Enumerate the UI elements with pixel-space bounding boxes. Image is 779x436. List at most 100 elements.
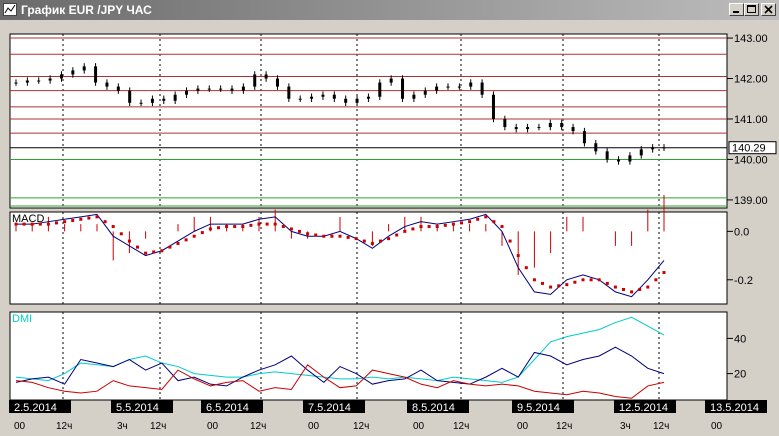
- time-label: 00: [207, 421, 219, 432]
- macd-signal-point: [484, 215, 488, 219]
- candle-body: [71, 70, 75, 75]
- macd-signal-point: [298, 229, 301, 233]
- candle-body: [128, 90, 132, 103]
- macd-signal-point: [184, 238, 188, 242]
- macd-signal-point: [354, 237, 358, 241]
- minimize-button[interactable]: [729, 3, 744, 16]
- macd-signal-point: [362, 239, 366, 243]
- candle-body: [435, 86, 439, 91]
- macd-signal-point: [597, 278, 601, 282]
- dmi-plus-line: [15, 346, 665, 387]
- macd-signal-point: [273, 222, 277, 226]
- maximize-icon: [747, 5, 756, 13]
- macd-signal-point: [492, 220, 496, 224]
- date-label-bg: [111, 400, 173, 413]
- macd-signal-point: [160, 249, 164, 253]
- candle-body: [37, 80, 41, 82]
- macd-signal-point: [605, 281, 609, 285]
- macd-signal-point: [176, 241, 180, 245]
- candle-body: [344, 98, 348, 103]
- macd-signal-point: [168, 245, 172, 249]
- macd-signal-point: [581, 278, 585, 282]
- macd-signal-point: [192, 234, 196, 238]
- macd-signal-point: [387, 237, 391, 241]
- macd-signal-point: [200, 231, 204, 235]
- time-label: 00: [711, 421, 723, 432]
- macd-signal-point: [338, 234, 342, 238]
- chart-icon: [3, 3, 17, 16]
- time-label: 12ч: [353, 421, 369, 432]
- macd-signal-point: [241, 225, 245, 229]
- macd-signal-point: [427, 225, 431, 229]
- date-label: 6.5.2014: [206, 402, 249, 414]
- candle-body: [605, 151, 609, 160]
- candle-body: [196, 88, 200, 91]
- candle-body: [423, 90, 427, 95]
- candle-body: [480, 82, 484, 95]
- macd-signal-point: [476, 217, 480, 221]
- candle-body: [219, 88, 223, 90]
- macd-signal-point: [622, 287, 625, 291]
- candle-body: [59, 74, 63, 79]
- macd-signal-point: [638, 287, 642, 291]
- candle-body: [139, 102, 143, 104]
- macd-signal-point: [403, 229, 407, 233]
- candle-body: [25, 80, 29, 83]
- macd-line: [16, 213, 665, 298]
- candle-body: [401, 78, 405, 99]
- candle-body: [116, 86, 120, 91]
- date-label: 5.5.2014: [116, 402, 159, 414]
- macd-signal-point: [395, 233, 399, 237]
- candle-body: [355, 98, 359, 103]
- macd-signal-point: [136, 245, 139, 249]
- title-bar[interactable]: График EUR /JPY ЧАС: [0, 0, 779, 20]
- time-label: 12ч: [556, 421, 572, 432]
- candle-body: [207, 88, 211, 90]
- time-label: 12ч: [653, 421, 669, 432]
- time-label: 00: [413, 421, 425, 432]
- macd-signal-point: [152, 250, 156, 254]
- candle-body: [594, 143, 598, 152]
- close-button[interactable]: [761, 3, 776, 16]
- candle-body: [332, 94, 336, 99]
- macd-signal-point: [257, 222, 261, 226]
- macd-signal-point: [249, 223, 253, 227]
- macd-signal-point: [22, 222, 26, 226]
- date-label-bg: [201, 400, 263, 413]
- minimize-icon: [733, 11, 739, 13]
- date-label: 12.5.2014: [619, 402, 668, 414]
- macd-signal-point: [524, 266, 528, 270]
- macd-signal-point: [435, 225, 439, 229]
- macd-signal-point: [411, 227, 415, 231]
- candle-body: [230, 88, 234, 91]
- candle-body: [378, 82, 382, 97]
- macd-signal-point: [654, 278, 658, 282]
- macd-signal-point: [330, 234, 334, 238]
- candle-body: [366, 96, 370, 99]
- date-label: 7.5.2014: [308, 402, 351, 414]
- date-label-bg: [303, 400, 365, 413]
- right-axis-bg: [727, 20, 779, 436]
- chart-area[interactable]: 143.00 142.00 141.00 140.00 139.00 140.29 MACD…: [0, 20, 779, 436]
- panel-price: [9, 33, 728, 209]
- macd-signal-point: [127, 239, 131, 243]
- candle-body: [48, 78, 52, 81]
- candle-body: [412, 94, 416, 99]
- time-label: 3ч: [620, 421, 631, 432]
- candle-body: [389, 78, 393, 83]
- macd-signal-point: [379, 239, 382, 243]
- maximize-button[interactable]: [744, 3, 759, 16]
- macd-signal-point: [549, 285, 553, 289]
- candle-body: [298, 98, 302, 100]
- price-tick-label: 139.00: [734, 195, 768, 207]
- macd-signal-point: [346, 235, 350, 239]
- macd-signal-point: [630, 290, 634, 294]
- macd-signal-point: [233, 225, 237, 229]
- time-label: 12ч: [453, 421, 469, 432]
- candle-body: [310, 96, 314, 99]
- candle-body: [150, 98, 154, 103]
- candle-body: [537, 127, 541, 129]
- macd-signal-point: [516, 254, 520, 258]
- candle-body: [491, 94, 495, 119]
